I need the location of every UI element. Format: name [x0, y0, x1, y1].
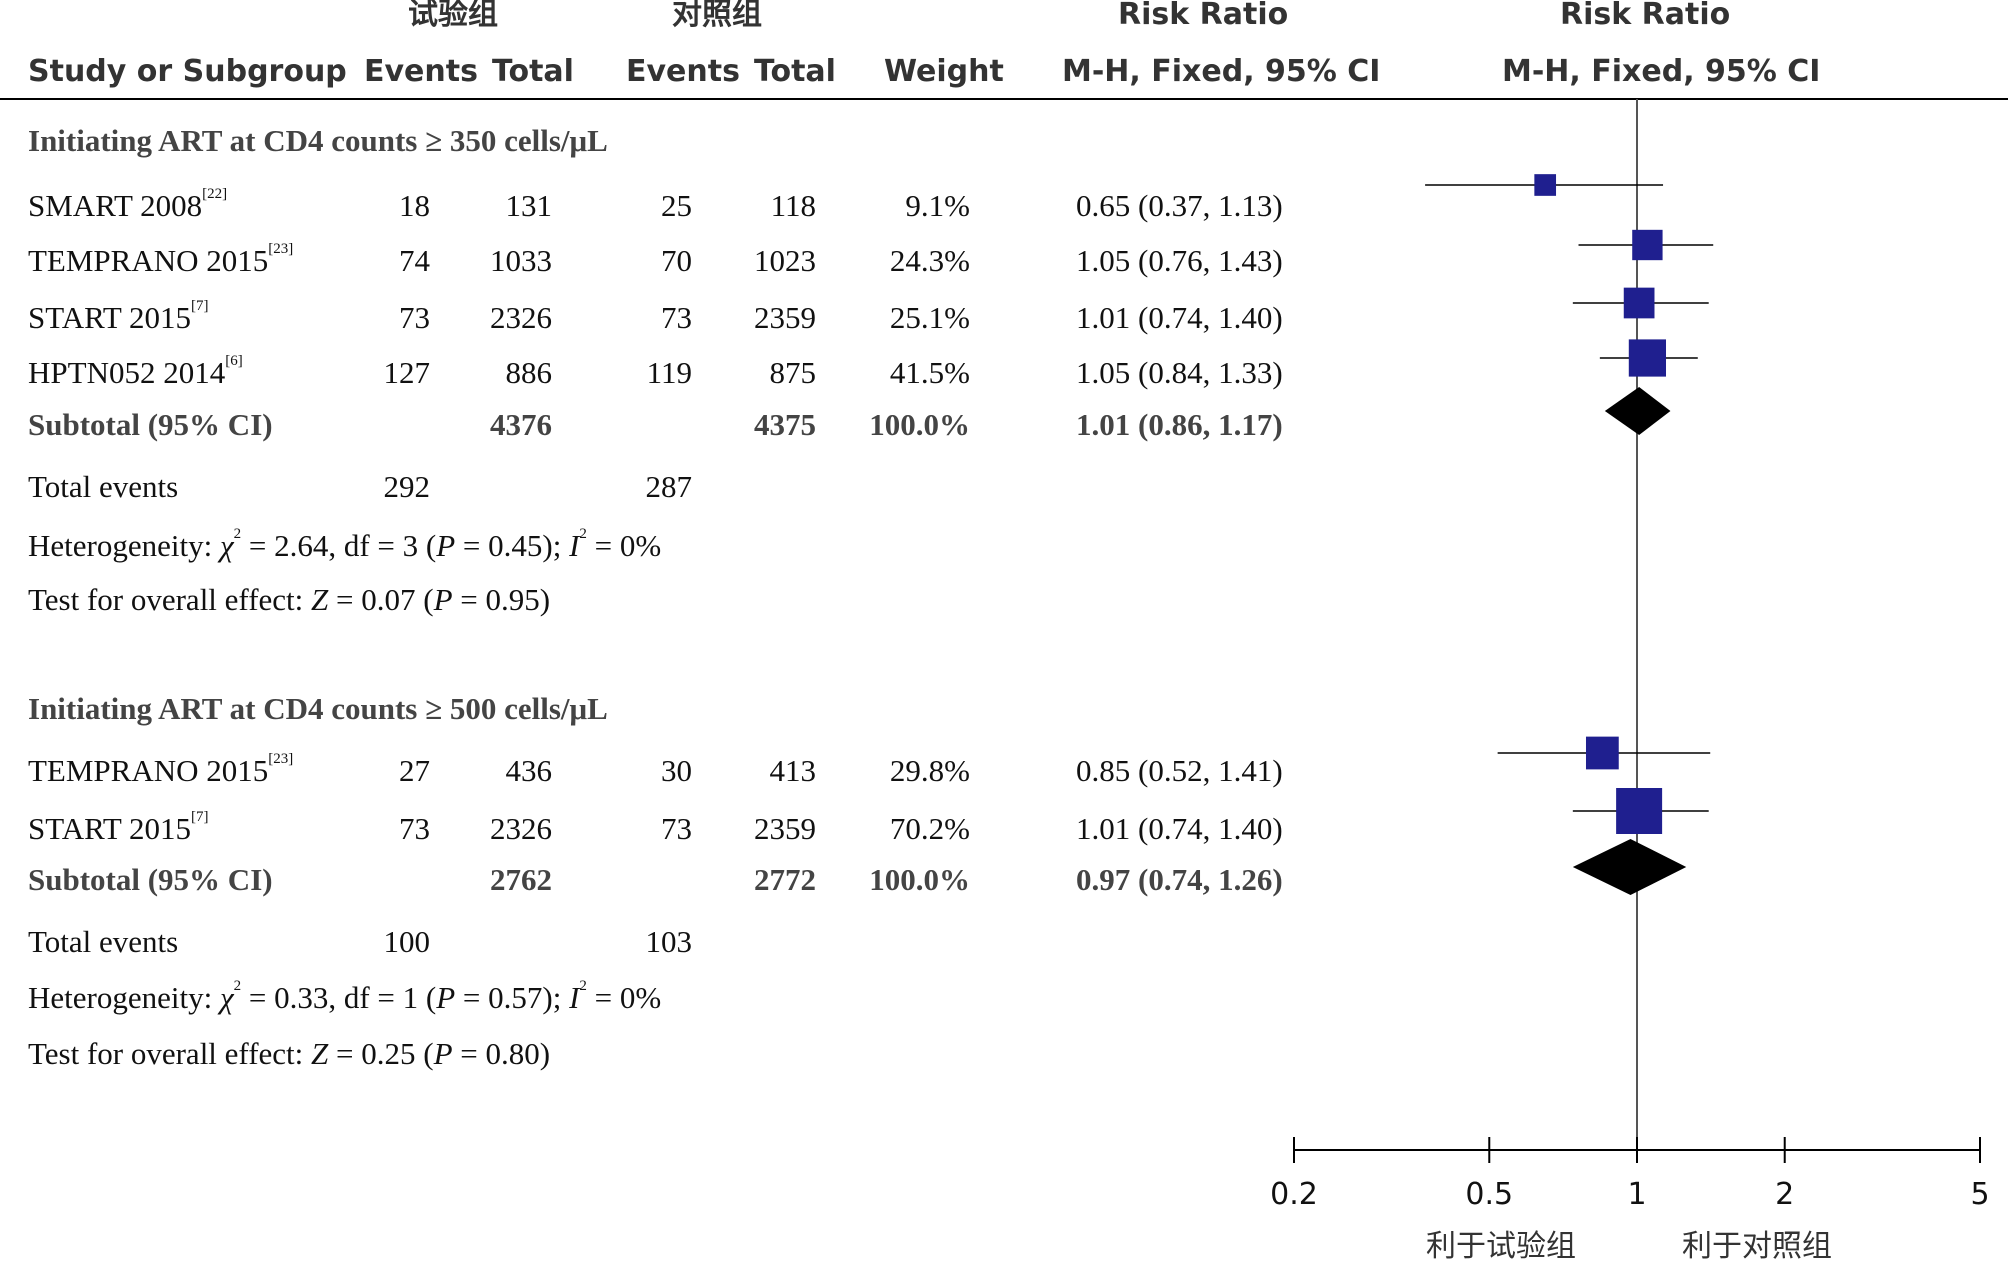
- total-ctrl-header: Total: [754, 54, 836, 89]
- total-ctrl-cell: 875: [769, 355, 817, 390]
- study-name: HPTN052 2014[6]: [28, 353, 243, 390]
- subtotal-weight: 100.0%: [869, 862, 970, 897]
- point-estimate-marker: [1534, 174, 1557, 196]
- overall-effect-text: Test for overall effect: Z = 0.07 (P = 0…: [28, 582, 551, 617]
- favours-experimental-label: 利于试验组: [1426, 1229, 1576, 1264]
- total-events-exp: 292: [383, 469, 431, 504]
- x-axis-tick-label: 2: [1775, 1177, 1794, 1212]
- total-exp-header: Total: [492, 54, 574, 89]
- events-exp-cell: 18: [399, 188, 430, 223]
- total-ctrl-cell: 413: [769, 753, 817, 788]
- events-ctrl-cell: 73: [661, 811, 692, 846]
- ci-cell: 0.85 (0.52, 1.41): [1076, 753, 1283, 788]
- study-reference: [6]: [225, 353, 243, 369]
- subtotal-label: Subtotal (95% CI): [28, 407, 273, 442]
- events-exp-cell: 27: [399, 753, 430, 788]
- heterogeneity-text: Heterogeneity: χ2 = 2.64, df = 3 (P = 0.…: [28, 526, 662, 563]
- total-ctrl-cell: 2359: [754, 811, 816, 846]
- point-estimate-marker: [1632, 229, 1663, 261]
- study-reference: [23]: [268, 241, 294, 257]
- subtotal-ci: 0.97 (0.74, 1.26): [1076, 862, 1283, 897]
- ci-cell: 1.01 (0.74, 1.40): [1076, 300, 1283, 335]
- study-name: SMART 2008[22]: [28, 186, 228, 223]
- subtotal-ci: 1.01 (0.86, 1.17): [1076, 407, 1283, 442]
- weight-header: Weight: [884, 54, 1004, 89]
- total-ctrl-cell: 118: [770, 188, 816, 223]
- total-events-label: Total events: [28, 469, 179, 504]
- experimental-group-header: 试验组: [408, 0, 498, 32]
- total-exp-cell: 886: [505, 355, 553, 390]
- total-events-ctrl: 287: [645, 469, 693, 504]
- subtotal-total-exp: 2762: [490, 862, 552, 897]
- point-estimate-marker: [1628, 339, 1667, 377]
- total-exp-cell: 2326: [490, 811, 552, 846]
- weight-cell: 25.1%: [889, 300, 970, 335]
- study-column-header: Study or Subgroup: [28, 54, 347, 89]
- total-exp-cell: 436: [505, 753, 553, 788]
- study-reference: [7]: [191, 298, 209, 314]
- subtotal-total-exp: 4376: [490, 407, 552, 442]
- events-ctrl-cell: 119: [646, 355, 692, 390]
- total-exp-cell: 1033: [490, 243, 552, 278]
- weight-cell: 9.1%: [905, 188, 970, 223]
- subtotal-diamond: [1572, 839, 1687, 895]
- events-exp-cell: 127: [383, 355, 431, 390]
- ci-cell: 0.65 (0.37, 1.13): [1076, 188, 1283, 223]
- weight-cell: 41.5%: [889, 355, 970, 390]
- ci-header: M-H, Fixed, 95% CI: [1062, 54, 1381, 89]
- risk-ratio-header: Risk Ratio: [1118, 0, 1289, 32]
- weight-cell: 29.8%: [889, 753, 970, 788]
- study-name: TEMPRANO 2015[23]: [28, 241, 294, 278]
- x-axis-tick-label: 0.5: [1465, 1177, 1513, 1212]
- events-ctrl-header: Events: [626, 54, 740, 89]
- events-ctrl-cell: 73: [661, 300, 692, 335]
- ci-cell: 1.01 (0.74, 1.40): [1076, 811, 1283, 846]
- ci-plot-header: M-H, Fixed, 95% CI: [1502, 54, 1821, 89]
- subtotal-weight: 100.0%: [869, 407, 970, 442]
- x-axis-tick-label: 0.2: [1270, 1177, 1318, 1212]
- total-ctrl-cell: 2359: [754, 300, 816, 335]
- events-ctrl-cell: 30: [661, 753, 692, 788]
- total-exp-cell: 2326: [490, 300, 552, 335]
- point-estimate-marker: [1616, 788, 1663, 834]
- subtotal-total-ctrl: 2772: [754, 862, 816, 897]
- ci-cell: 1.05 (0.76, 1.43): [1076, 243, 1283, 278]
- subtotal-diamond: [1604, 387, 1671, 435]
- study-reference: [23]: [268, 751, 294, 767]
- ci-cell: 1.05 (0.84, 1.33): [1076, 355, 1283, 390]
- total-events-exp: 100: [383, 924, 431, 959]
- total-events-ctrl: 103: [645, 924, 693, 959]
- study-reference: [22]: [202, 186, 228, 202]
- events-exp-cell: 74: [399, 243, 430, 278]
- point-estimate-marker: [1585, 736, 1619, 770]
- total-exp-cell: 131: [505, 188, 553, 223]
- study-reference: [7]: [191, 809, 209, 825]
- favours-control-label: 利于对照组: [1682, 1229, 1832, 1264]
- total-ctrl-cell: 1023: [754, 243, 816, 278]
- events-ctrl-cell: 70: [661, 243, 692, 278]
- study-name: START 2015[7]: [28, 298, 209, 335]
- subgroup-2-title: Initiating ART at CD4 counts ≥ 500 cells…: [28, 691, 608, 726]
- risk-ratio-plot-header: Risk Ratio: [1560, 0, 1731, 32]
- subtotal-label: Subtotal (95% CI): [28, 862, 273, 897]
- subgroup-1-title: Initiating ART at CD4 counts ≥ 350 cells…: [28, 123, 608, 158]
- heterogeneity-text: Heterogeneity: χ2 = 0.33, df = 1 (P = 0.…: [28, 978, 662, 1015]
- overall-effect-text: Test for overall effect: Z = 0.25 (P = 0…: [28, 1036, 551, 1071]
- weight-cell: 70.2%: [889, 811, 970, 846]
- control-group-header: 对照组: [672, 0, 762, 32]
- study-name: TEMPRANO 2015[23]: [28, 751, 294, 788]
- events-exp-header: Events: [364, 54, 478, 89]
- weight-cell: 24.3%: [889, 243, 970, 278]
- x-axis-tick-label: 5: [1970, 1177, 1989, 1212]
- x-axis-tick-label: 1: [1627, 1177, 1646, 1212]
- total-events-label: Total events: [28, 924, 179, 959]
- subtotal-total-ctrl: 4375: [754, 407, 816, 442]
- point-estimate-marker: [1623, 287, 1655, 319]
- events-exp-cell: 73: [399, 300, 430, 335]
- study-name: START 2015[7]: [28, 809, 209, 846]
- events-exp-cell: 73: [399, 811, 430, 846]
- events-ctrl-cell: 25: [661, 188, 692, 223]
